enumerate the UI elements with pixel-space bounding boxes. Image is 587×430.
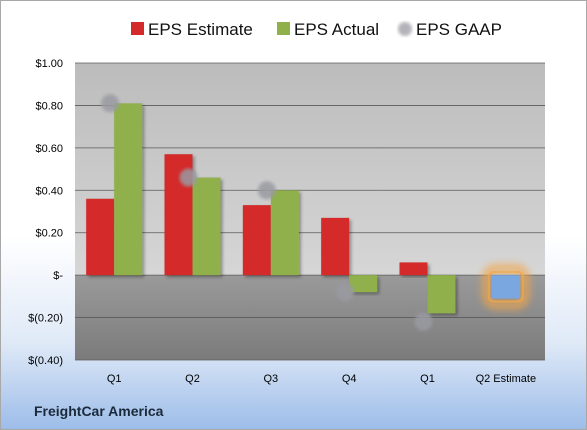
legend-label-estimate: EPS Estimate (148, 20, 253, 39)
x-tick-label: Q1 (107, 373, 122, 385)
marker-eps-gaap (336, 283, 355, 302)
y-tick-label: $0.60 (35, 143, 63, 155)
legend-swatch-actual (277, 22, 290, 35)
bar-eps-estimate (321, 217, 350, 276)
legend-label-actual: EPS Actual (294, 20, 379, 39)
x-tick-label: Q2 Estimate (476, 373, 537, 385)
bar-eps-actual (114, 103, 143, 276)
bar-eps-estimate (399, 262, 428, 276)
bar-eps-actual (270, 190, 299, 276)
x-tick-label: Q3 (263, 373, 278, 385)
y-tick-label: $1.00 (35, 58, 63, 70)
bar-eps-estimate (242, 205, 271, 276)
forecast-glow-ring (487, 270, 525, 303)
x-tick-label: Q1 (420, 373, 435, 385)
plot-area-positive (75, 63, 545, 276)
marker-eps-gaap (179, 168, 198, 187)
legend-swatch-gaap (398, 22, 412, 36)
forecast-glow (482, 264, 530, 309)
company-name: FreightCar America (34, 403, 164, 419)
x-tick-label: Q4 (342, 373, 357, 385)
legend-label-gaap: EPS GAAP (416, 20, 502, 39)
x-tick-label: Q2 (185, 373, 200, 385)
marker-eps-gaap (257, 181, 276, 200)
y-tick-label: $0.20 (35, 228, 63, 240)
y-tick-label: $0.80 (35, 100, 63, 112)
bar-eps-forecast (491, 275, 520, 299)
bar-eps-actual (349, 275, 378, 293)
legend-swatch-estimate (131, 22, 144, 35)
bar-eps-actual (427, 275, 456, 314)
marker-eps-gaap (414, 312, 433, 331)
bar-eps-actual (192, 177, 221, 276)
y-tick-label: $(0.20) (28, 313, 63, 325)
y-tick-label: $- (53, 270, 63, 282)
y-tick-label: $0.40 (35, 185, 63, 197)
marker-eps-gaap (101, 94, 120, 113)
y-tick-label: $(0.40) (28, 355, 63, 367)
bar-eps-estimate (86, 198, 115, 276)
